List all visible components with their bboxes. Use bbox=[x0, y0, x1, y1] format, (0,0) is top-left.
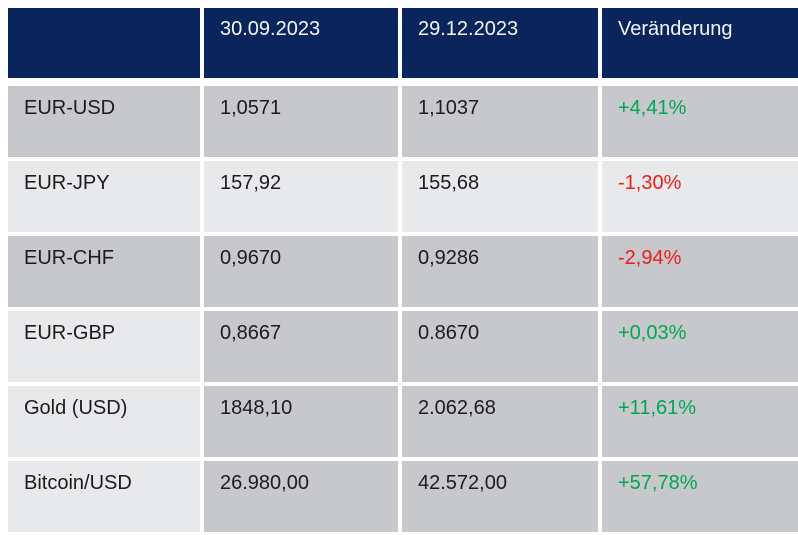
row-label-cell: Bitcoin/USD bbox=[8, 461, 200, 532]
header-cell-end-date: 29.12.2023 bbox=[402, 8, 598, 78]
start-value-cell: 26.980,00 bbox=[204, 461, 398, 532]
change-value-cell: +57,78% bbox=[602, 461, 798, 532]
table-row-gold-usd: Gold (USD) 1848,10 2.062,68 +11,61% bbox=[8, 386, 798, 457]
start-value-cell: 1,0571 bbox=[204, 86, 398, 157]
start-value-cell: 157,92 bbox=[204, 161, 398, 232]
start-value-cell: 0,9670 bbox=[204, 236, 398, 307]
table-row-eur-gbp: EUR-GBP 0,8667 0.8670 +0,03% bbox=[8, 311, 798, 382]
table-row-eur-usd: EUR-USD 1,0571 1,1037 +4,41% bbox=[8, 86, 798, 157]
start-value-cell: 0,8667 bbox=[204, 311, 398, 382]
table-row-eur-jpy: EUR-JPY 157,92 155,68 -1,30% bbox=[8, 161, 798, 232]
end-value-cell: 0.8670 bbox=[402, 311, 598, 382]
change-value-cell: -2,94% bbox=[602, 236, 798, 307]
end-value-cell: 1,1037 bbox=[402, 86, 598, 157]
change-value-cell: +4,41% bbox=[602, 86, 798, 157]
row-label-cell: EUR-USD bbox=[8, 86, 200, 157]
header-cell-blank bbox=[8, 8, 200, 78]
table-row-eur-chf: EUR-CHF 0,9670 0,9286 -2,94% bbox=[8, 236, 798, 307]
end-value-cell: 0,9286 bbox=[402, 236, 598, 307]
end-value-cell: 2.062,68 bbox=[402, 386, 598, 457]
row-label-cell: EUR-JPY bbox=[8, 161, 200, 232]
start-value-cell: 1848,10 bbox=[204, 386, 398, 457]
header-cell-change: Veränderung bbox=[602, 8, 798, 78]
change-value-cell: -1,30% bbox=[602, 161, 798, 232]
row-label-cell: EUR-CHF bbox=[8, 236, 200, 307]
change-value-cell: +0,03% bbox=[602, 311, 798, 382]
table-row-bitcoin-usd: Bitcoin/USD 26.980,00 42.572,00 +57,78% bbox=[8, 461, 798, 532]
header-cell-start-date: 30.09.2023 bbox=[204, 8, 398, 78]
row-label-cell: EUR-GBP bbox=[8, 311, 200, 382]
table-header-row: 30.09.2023 29.12.2023 Veränderung bbox=[8, 8, 798, 78]
end-value-cell: 155,68 bbox=[402, 161, 598, 232]
change-value-cell: +11,61% bbox=[602, 386, 798, 457]
end-value-cell: 42.572,00 bbox=[402, 461, 598, 532]
row-label-cell: Gold (USD) bbox=[8, 386, 200, 457]
